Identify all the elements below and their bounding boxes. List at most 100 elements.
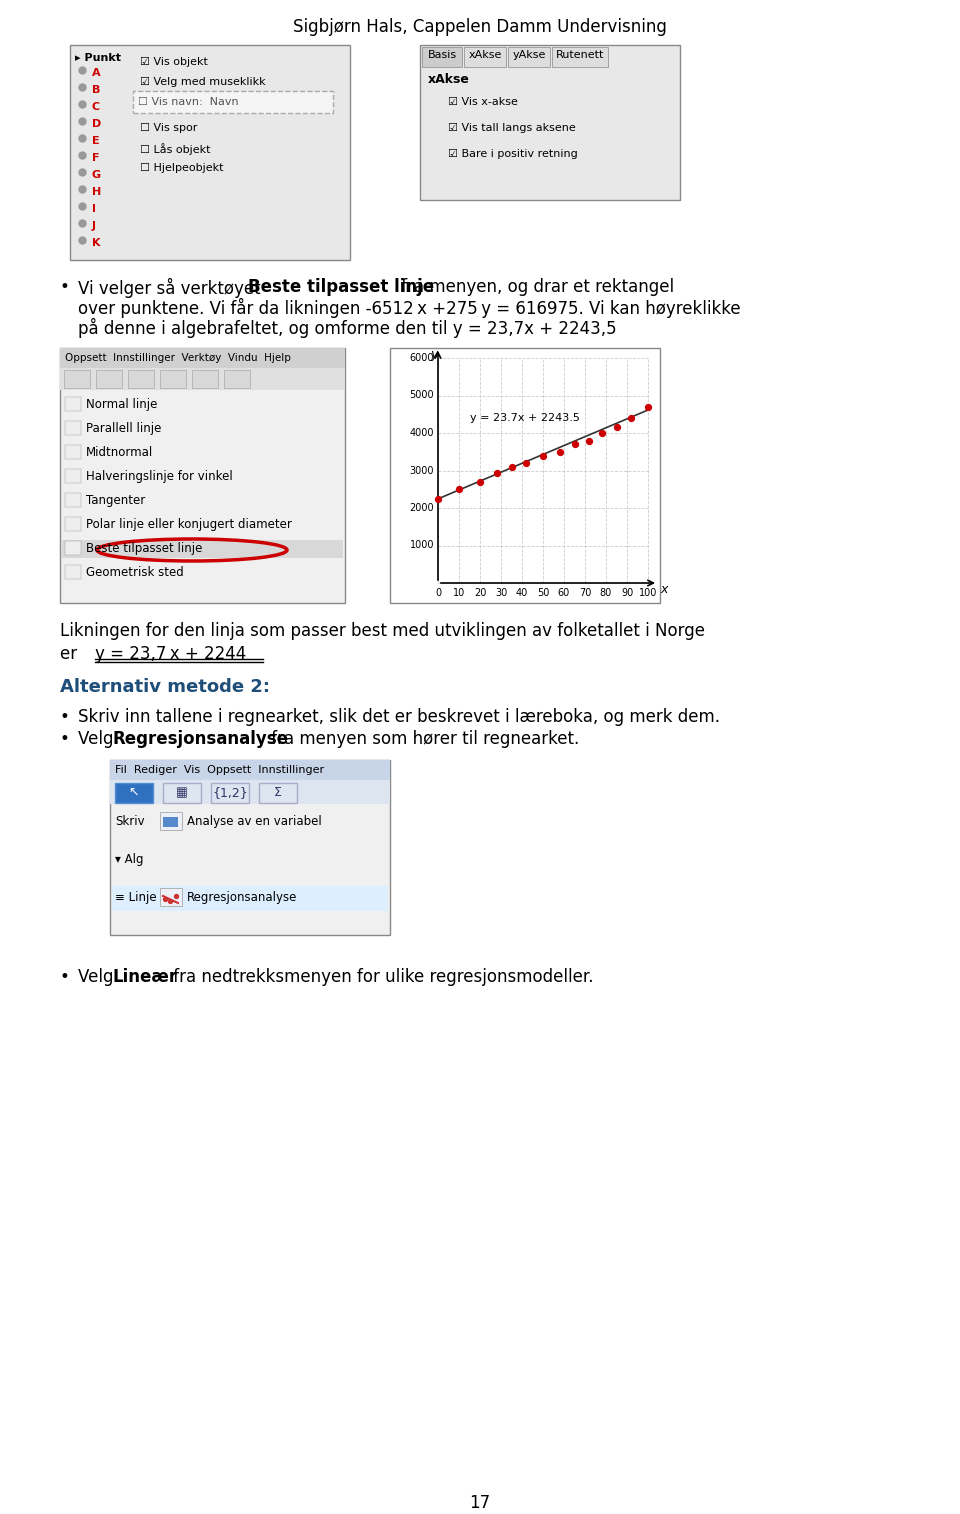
Text: Likningen for den linja som passer best med utviklingen av folketallet i Norge: Likningen for den linja som passer best …	[60, 622, 705, 640]
Text: Sigbjørn Hals, Cappelen Damm Undervisning: Sigbjørn Hals, Cappelen Damm Undervisnin…	[293, 18, 667, 36]
Text: ☐ Lås objekt: ☐ Lås objekt	[140, 142, 210, 154]
Bar	[163, 818, 178, 827]
Text: {1,2}: {1,2}	[212, 786, 248, 799]
Text: 90: 90	[621, 587, 634, 598]
Text: Skriv inn tallene i regnearket, slik det er beskrevet i læreboka, og merk dem.: Skriv inn tallene i regnearket, slik det…	[78, 709, 720, 727]
Text: 70: 70	[579, 587, 591, 598]
Point	[430, 486, 445, 510]
Bar	[508, 47, 550, 67]
Bar	[65, 516, 81, 531]
FancyBboxPatch shape	[390, 348, 660, 603]
Text: ☑ Velg med museklikk: ☑ Velg med museklikk	[140, 77, 266, 86]
Text: Oppsett  Innstillinger  Verktøy  Vindu  Hjelp: Oppsett Innstillinger Verktøy Vindu Hjel…	[65, 353, 291, 363]
Bar	[64, 369, 90, 388]
Bar	[160, 369, 186, 388]
Point	[518, 451, 534, 475]
Text: D: D	[92, 120, 101, 129]
Text: ≡ Linje: ≡ Linje	[115, 892, 156, 904]
Bar	[65, 397, 81, 410]
Text: Geometrisk sted: Geometrisk sted	[86, 566, 183, 578]
Text: Midtnormal: Midtnormal	[86, 447, 154, 459]
Text: Velg: Velg	[78, 967, 119, 986]
Text: ☐ Vis spor: ☐ Vis spor	[140, 123, 198, 133]
Point	[168, 884, 183, 908]
Bar	[65, 540, 81, 556]
Text: ▸ Punkt: ▸ Punkt	[75, 53, 121, 64]
Text: ☑ Bare i positiv retning: ☑ Bare i positiv retning	[448, 148, 578, 159]
Bar	[464, 47, 506, 67]
Text: I: I	[92, 204, 96, 213]
Point	[536, 444, 551, 468]
Text: A: A	[92, 68, 101, 79]
Point	[609, 415, 624, 439]
Bar	[422, 47, 462, 67]
Text: •: •	[60, 279, 70, 297]
Text: 0: 0	[435, 587, 441, 598]
Text: K: K	[92, 238, 101, 248]
Text: ↖: ↖	[129, 786, 139, 799]
Text: G: G	[92, 170, 101, 180]
Text: Tangenter: Tangenter	[86, 494, 145, 507]
Text: Velg: Velg	[78, 730, 119, 748]
Text: 4000: 4000	[410, 428, 434, 438]
Point	[552, 439, 567, 463]
Text: E: E	[92, 136, 100, 145]
Bar	[160, 812, 182, 830]
Text: y: y	[430, 348, 438, 360]
Point	[624, 406, 639, 430]
Text: 80: 80	[600, 587, 612, 598]
Text: 10: 10	[453, 587, 466, 598]
Text: Halveringslinje for vinkel: Halveringslinje for vinkel	[86, 469, 232, 483]
Point	[594, 421, 610, 445]
Point	[451, 477, 467, 501]
Text: Skriv: Skriv	[115, 815, 145, 828]
Text: Normal linje: Normal linje	[86, 398, 157, 410]
Bar	[133, 91, 333, 114]
Text: •: •	[60, 730, 70, 748]
Text: ☐ Vis navn:  Navn: ☐ Vis navn: Navn	[138, 97, 239, 107]
Point	[162, 889, 178, 913]
Bar	[224, 369, 250, 388]
Text: fra menyen som hører til regnearket.: fra menyen som hører til regnearket.	[266, 730, 579, 748]
Bar	[192, 369, 218, 388]
Text: J: J	[92, 221, 96, 232]
Text: 17: 17	[469, 1494, 491, 1512]
Point	[566, 431, 582, 456]
Text: 60: 60	[558, 587, 570, 598]
Bar	[65, 445, 81, 459]
Text: ☑ Vis tall langs aksene: ☑ Vis tall langs aksene	[448, 123, 576, 133]
Text: B: B	[92, 85, 101, 95]
FancyBboxPatch shape	[70, 45, 350, 260]
Text: Parallell linje: Parallell linje	[86, 422, 161, 435]
Text: H: H	[92, 188, 101, 197]
Text: ☐ Hjelpeobjekt: ☐ Hjelpeobjekt	[140, 164, 224, 173]
Bar	[552, 47, 608, 67]
Text: Alternativ metode 2:: Alternativ metode 2:	[60, 678, 270, 696]
Text: Regresjonsanalyse: Regresjonsanalyse	[113, 730, 289, 748]
Text: •: •	[60, 709, 70, 727]
Bar	[96, 369, 122, 388]
Text: på denne i algebrafeltet, og omforme den til y = 23,7x + 2243,5: på denne i algebrafeltet, og omforme den…	[78, 318, 616, 338]
Text: ▾ Alg: ▾ Alg	[115, 852, 143, 866]
Bar	[65, 494, 81, 507]
Bar	[65, 469, 81, 483]
Text: 30: 30	[494, 587, 507, 598]
Text: Rutenett: Rutenett	[556, 50, 604, 61]
Text: 2000: 2000	[409, 503, 434, 513]
FancyBboxPatch shape	[110, 760, 390, 936]
Text: ☑ Vis objekt: ☑ Vis objekt	[140, 58, 208, 67]
Text: •: •	[60, 967, 70, 986]
Text: Σ: Σ	[274, 786, 282, 799]
Text: er: er	[60, 645, 87, 663]
Text: Basis: Basis	[427, 50, 457, 61]
Text: Lineær: Lineær	[113, 967, 179, 986]
Bar	[110, 780, 390, 804]
Bar	[112, 886, 388, 911]
Text: 3000: 3000	[410, 465, 434, 475]
FancyBboxPatch shape	[420, 45, 680, 200]
Text: Polar linje eller konjugert diameter: Polar linje eller konjugert diameter	[86, 518, 292, 531]
Text: Analyse av en variabel: Analyse av en variabel	[187, 815, 322, 828]
Bar	[60, 348, 345, 368]
Point	[157, 887, 173, 911]
Text: y = 23.7x + 2243.5: y = 23.7x + 2243.5	[470, 413, 580, 422]
